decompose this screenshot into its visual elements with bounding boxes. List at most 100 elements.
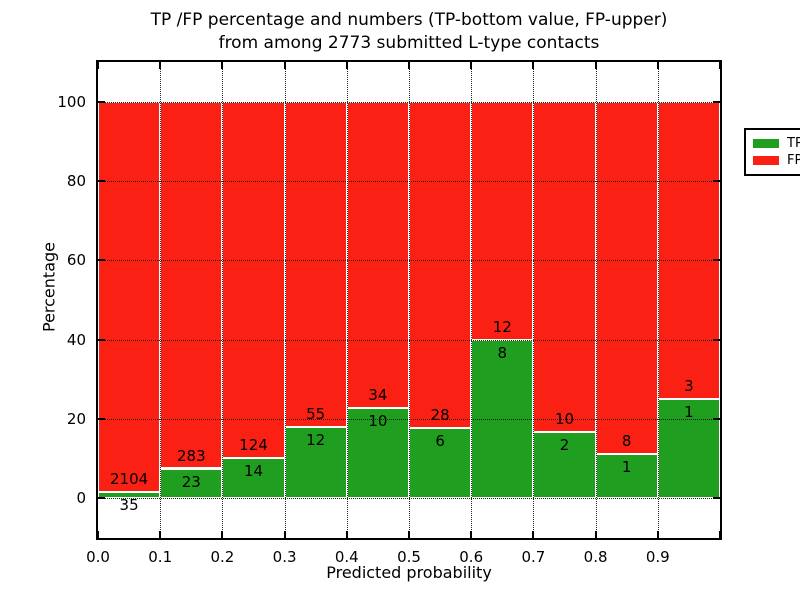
- x-tick-mark: [656, 62, 659, 69]
- bar-fp-segment: [222, 101, 285, 459]
- y-tick-mark: [713, 338, 720, 341]
- bar-tp-count: 14: [243, 462, 264, 481]
- x-tick-mark: [656, 531, 659, 538]
- x-tick-mark: [283, 62, 286, 69]
- y-tick-mark: [98, 259, 105, 262]
- bar-fp-segment: [657, 101, 720, 400]
- x-tick-label: 0.3: [272, 548, 297, 566]
- bar-fp-segment: [284, 101, 347, 428]
- x-tick-label: 0.1: [148, 548, 173, 566]
- x-tick-mark: [532, 531, 535, 538]
- x-tick-mark: [159, 62, 162, 69]
- bar-fp-segment: [98, 101, 161, 492]
- y-gridline: [98, 260, 720, 262]
- y-tick-mark: [98, 338, 105, 341]
- legend-item-fp: FP: [753, 152, 800, 169]
- x-gridline: [409, 62, 410, 538]
- y-tick-mark: [98, 497, 105, 500]
- x-tick-mark: [470, 531, 473, 538]
- x-gridline: [471, 62, 473, 538]
- x-gridline: [595, 62, 597, 538]
- x-tick-mark: [594, 531, 597, 538]
- x-tick-label: 0.7: [521, 548, 546, 566]
- y-tick-label: 100: [57, 92, 86, 111]
- bar-tp-segment: [471, 339, 534, 499]
- x-tick-label: 0.9: [645, 548, 670, 566]
- bar-fp-count: 8: [621, 432, 632, 451]
- bar-tp-segment: [595, 454, 658, 499]
- bar-fp-segment: [160, 101, 223, 469]
- y-tick-mark: [713, 100, 720, 103]
- bar-tp-segment: [98, 491, 161, 499]
- y-tick-mark: [713, 259, 720, 262]
- chart-title: TP /FP percentage and numbers (TP-bottom…: [96, 9, 722, 55]
- bar-tp-count: 2: [559, 436, 570, 455]
- x-tick-label: 0.6: [459, 548, 484, 566]
- bar-fp-segment: [346, 101, 409, 409]
- x-tick-label: 0.4: [334, 548, 359, 566]
- x-tick-mark: [470, 62, 473, 69]
- chart-title-line1: TP /FP percentage and numbers (TP-bottom…: [150, 10, 668, 30]
- bar-fp-count: 2104: [110, 469, 149, 488]
- chart-title-line2: from among 2773 submitted L-type contact…: [218, 33, 600, 53]
- x-tick-label: 0.8: [583, 548, 608, 566]
- bar-tp-count: 10: [368, 412, 388, 431]
- bar-tp-count: 35: [119, 495, 139, 514]
- x-tick-mark: [719, 531, 721, 538]
- bar-tp-segment: [160, 468, 223, 499]
- x-tick-mark: [345, 531, 348, 538]
- y-tick-label: 40: [66, 330, 86, 349]
- x-tick-label: 0.5: [397, 548, 421, 566]
- y-tick-label: 60: [66, 251, 86, 270]
- y-tick-mark: [713, 497, 720, 500]
- legend: TP FP: [744, 128, 800, 176]
- bar-fp-count: 10: [554, 410, 575, 429]
- x-gridline: [160, 62, 162, 538]
- y-gridline: [98, 101, 720, 103]
- y-gridline: [98, 181, 720, 182]
- x-gridline: [222, 62, 224, 538]
- y-gridline: [98, 498, 720, 500]
- x-tick-mark: [719, 62, 721, 69]
- legend-label: FP: [787, 153, 800, 168]
- y-tick-mark: [98, 180, 105, 182]
- plot-area: 2104 35 283 23 124 14 55 12 34 10 28 6 12 8 10 2 8 1 3 1 TP…: [96, 60, 800, 540]
- x-tick-mark: [97, 531, 99, 538]
- y-tick-label: 0: [76, 489, 86, 508]
- bar-tp-segment: [657, 399, 720, 499]
- bar-fp-count: 12: [492, 317, 512, 336]
- x-tick-label: 0.0: [86, 548, 110, 566]
- bar-tp-count: 6: [435, 432, 445, 451]
- bar-fp-count: 34: [368, 386, 388, 405]
- x-tick-mark: [221, 531, 224, 538]
- x-gridline: [346, 62, 348, 538]
- bar-tp-count: 1: [684, 403, 694, 422]
- bar-fp-segment: [595, 101, 658, 455]
- x-axis-label: Predicted probability: [326, 563, 492, 582]
- bar-fp-count: 283: [176, 446, 206, 465]
- bar-fp-segment: [533, 101, 596, 433]
- y-tick-mark: [98, 418, 105, 420]
- x-gridline: [533, 62, 535, 538]
- bar-tp-segment: [533, 432, 596, 499]
- y-tick-mark: [713, 418, 720, 420]
- x-tick-mark: [221, 62, 224, 69]
- plot-inner: 2104 35 283 23 124 14 55 12 34 10 28 6 12 8 10 2 8 1 3 1: [97, 62, 721, 538]
- legend-label: TP: [787, 136, 800, 151]
- bar-tp-count: 12: [306, 431, 326, 450]
- legend-swatch-tp: [753, 139, 779, 148]
- bar-fp-count: 55: [306, 405, 326, 424]
- y-tick-label: 20: [66, 410, 86, 428]
- y-tick-mark: [713, 180, 720, 182]
- x-tick-label: 0.2: [210, 548, 235, 566]
- bar-fp-count: 28: [430, 406, 450, 425]
- x-tick-mark: [97, 62, 99, 69]
- legend-swatch-fp: [753, 156, 779, 165]
- x-tick-mark: [594, 62, 597, 69]
- x-tick-mark: [408, 62, 410, 69]
- bar-tp-segment: [284, 427, 347, 499]
- bar-tp-count: 1: [621, 458, 632, 477]
- x-tick-mark: [283, 531, 286, 538]
- x-tick-mark: [532, 62, 535, 69]
